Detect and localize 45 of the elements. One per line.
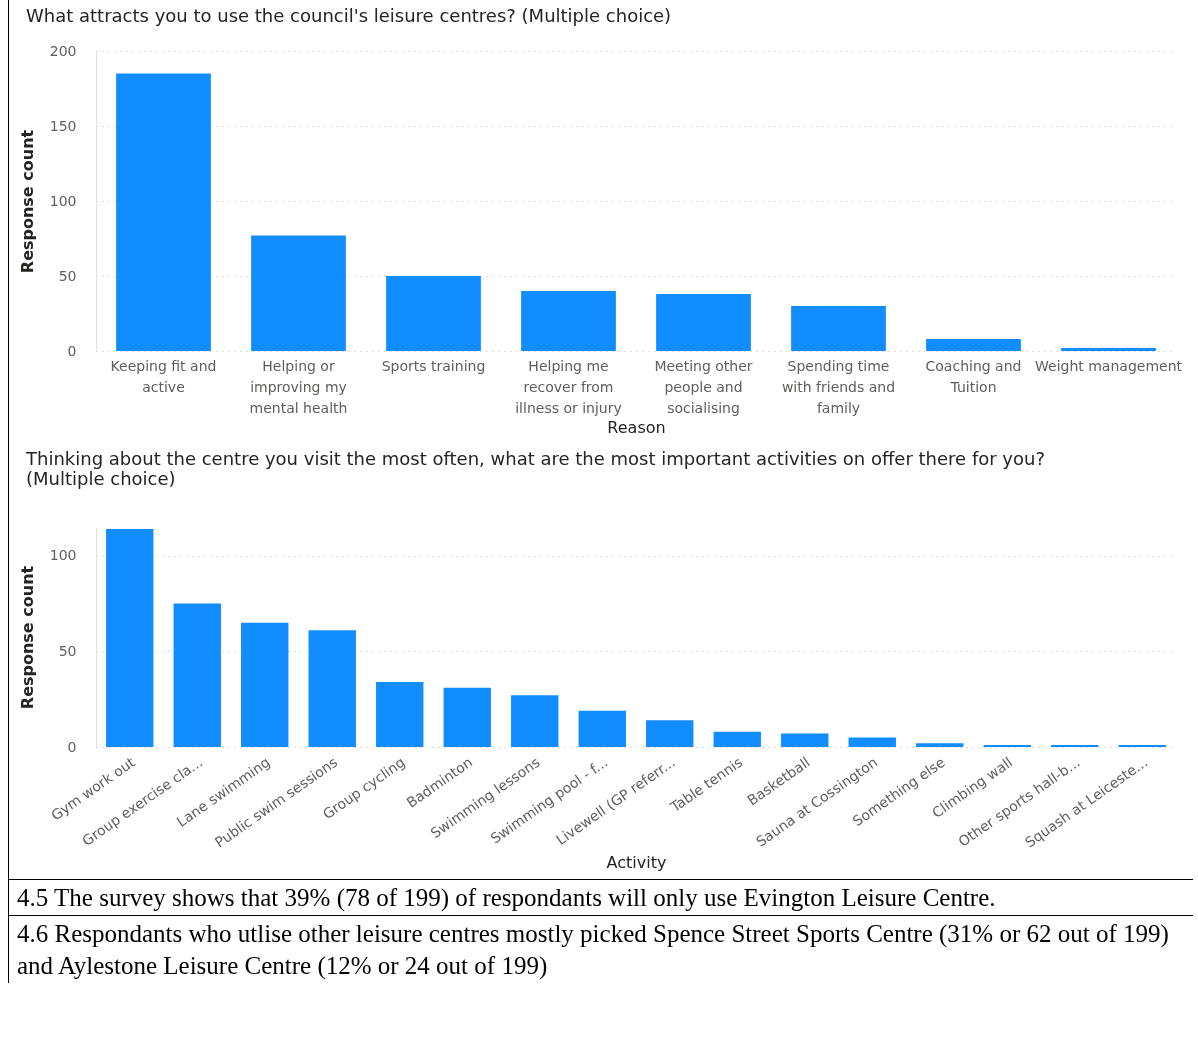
text: 4.6 Respondants who utlise other leisure centres mostly picked Spence Street Sports Centre (31% or 62 out of 199) and Aylestone Leisure Centre (12% or 24 out of 199) xyxy=(9,915,1193,983)
bar xyxy=(106,528,154,747)
chart-title: Thinking about the centre you visit the most often, what are the most important activities on offer there for you? (Multiple choice) xyxy=(25,448,1045,489)
x-tick-label: Meeting other people and socialising xyxy=(654,357,753,416)
y-tick-label: 0 xyxy=(67,342,77,359)
bar xyxy=(241,622,289,747)
bar xyxy=(386,276,481,351)
bar xyxy=(376,681,424,747)
bar xyxy=(781,733,829,747)
x-tick-label: Keeping fit and active xyxy=(110,357,217,395)
bar xyxy=(713,731,761,747)
y-axis-title: Response count xyxy=(17,565,37,710)
bar xyxy=(173,603,221,747)
bar xyxy=(1061,348,1156,351)
x-tick-label: Helping me recover from illness or injury xyxy=(515,357,622,416)
bar xyxy=(116,73,211,351)
x-tick-label: Spending time with friends and family xyxy=(781,357,896,416)
y-tick-label: 150 xyxy=(49,117,77,134)
bar xyxy=(443,687,491,747)
y-tick-label: 50 xyxy=(58,267,77,284)
bar xyxy=(646,720,694,747)
bar xyxy=(308,630,356,747)
y-axis-title: Response count xyxy=(17,129,37,274)
x-tick-label: Sports training xyxy=(381,357,486,374)
bar xyxy=(926,339,1021,351)
y-tick-label: 0 xyxy=(67,738,77,755)
x-tick-label: Coaching and Tuition xyxy=(925,357,1022,395)
bar xyxy=(848,737,896,747)
bar xyxy=(511,695,559,747)
y-tick-label: 200 xyxy=(49,42,77,59)
bar xyxy=(521,291,616,351)
bar xyxy=(791,306,886,351)
bar xyxy=(251,235,346,351)
y-tick-label: 100 xyxy=(49,192,77,209)
text: 4.5 The survey shows that 39% (78 of 199) of respondants will only use Evington Leisure Centre. xyxy=(9,879,1193,916)
x-tick-label: Weight management xyxy=(1034,357,1183,374)
x-axis-title: Activity xyxy=(606,852,667,872)
y-tick-label: 100 xyxy=(49,547,77,564)
chart-title: What attracts you to use the council's leisure centres? (Multiple choice) xyxy=(26,5,672,26)
y-tick-label: 50 xyxy=(58,642,77,659)
bar xyxy=(916,743,964,747)
bar xyxy=(656,294,751,351)
x-tick-label: Helping or improving my mental health xyxy=(249,357,348,416)
bar xyxy=(578,710,626,747)
x-axis-title: Reason xyxy=(607,417,666,437)
